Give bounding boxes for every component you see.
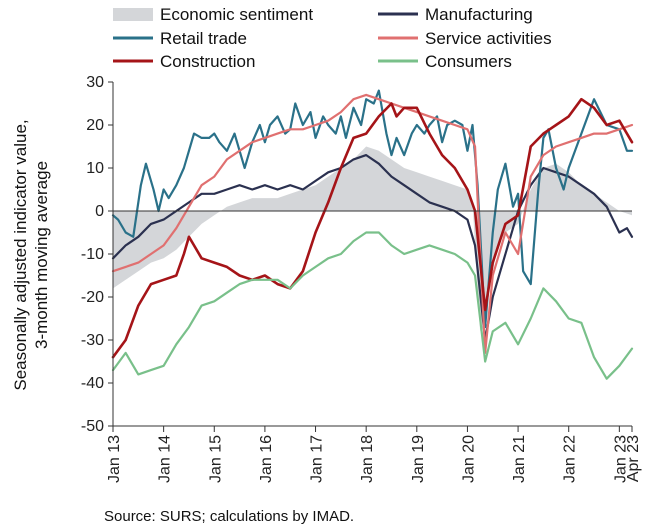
series-line-service-activities xyxy=(111,93,634,354)
x-tick-label: Jan 17 xyxy=(309,435,326,483)
series-layer xyxy=(111,89,634,380)
x-tick-label: Jan 19 xyxy=(410,435,427,483)
x-tick-label: Jan 23 xyxy=(612,435,629,483)
x-tick-label: Jan 18 xyxy=(359,435,376,483)
x-tick-label: Apr 23 xyxy=(625,435,642,482)
source-note: Source: SURS; calculations by IMAD. xyxy=(104,508,355,525)
y-axis-title-line-2: 3-month moving average xyxy=(32,161,51,349)
legend: Economic sentiment Manufacturing Retail tr… xyxy=(113,5,552,71)
series-line-construction xyxy=(111,97,634,359)
legend-swatch-economic-sentiment xyxy=(113,8,153,21)
legend-label-economic-sentiment: Economic sentiment xyxy=(160,5,313,24)
y-tick-label: -10 xyxy=(81,246,104,263)
y-tick-label: -30 xyxy=(81,332,104,349)
y-tick-label: 20 xyxy=(86,117,104,134)
x-tick-label: Jan 15 xyxy=(207,435,224,483)
x-tick-label: Jan 14 xyxy=(157,435,174,483)
series-line-consumers xyxy=(111,231,634,380)
y-tick-label: 30 xyxy=(86,74,104,91)
y-axis-title-line-1: Seasonally adjusted indicator value, xyxy=(11,119,30,390)
series-line-manufacturing xyxy=(111,154,634,342)
legend-label-construction: Construction xyxy=(160,52,255,71)
y-tick-label: -40 xyxy=(81,375,104,392)
y-tick-label: -50 xyxy=(81,418,104,435)
x-tick-label: Jan 13 xyxy=(106,435,123,483)
x-tick-label: Jan 16 xyxy=(258,435,275,483)
legend-label-retail-trade: Retail trade xyxy=(160,29,247,48)
y-tick-label: 0 xyxy=(95,203,104,220)
series-line-retail-trade xyxy=(111,89,634,329)
x-tick-label: Jan 21 xyxy=(511,435,528,483)
series-area-economic-sentiment xyxy=(113,146,632,332)
legend-label-consumers: Consumers xyxy=(425,52,512,71)
x-tick-label: Jan 22 xyxy=(562,435,579,483)
y-tick-label: -20 xyxy=(81,289,104,306)
legend-label-manufacturing: Manufacturing xyxy=(425,5,533,24)
legend-label-service-activities: Service activities xyxy=(425,29,552,48)
y-tick-label: 10 xyxy=(86,160,104,177)
x-tick-label: Jan 20 xyxy=(460,435,477,483)
